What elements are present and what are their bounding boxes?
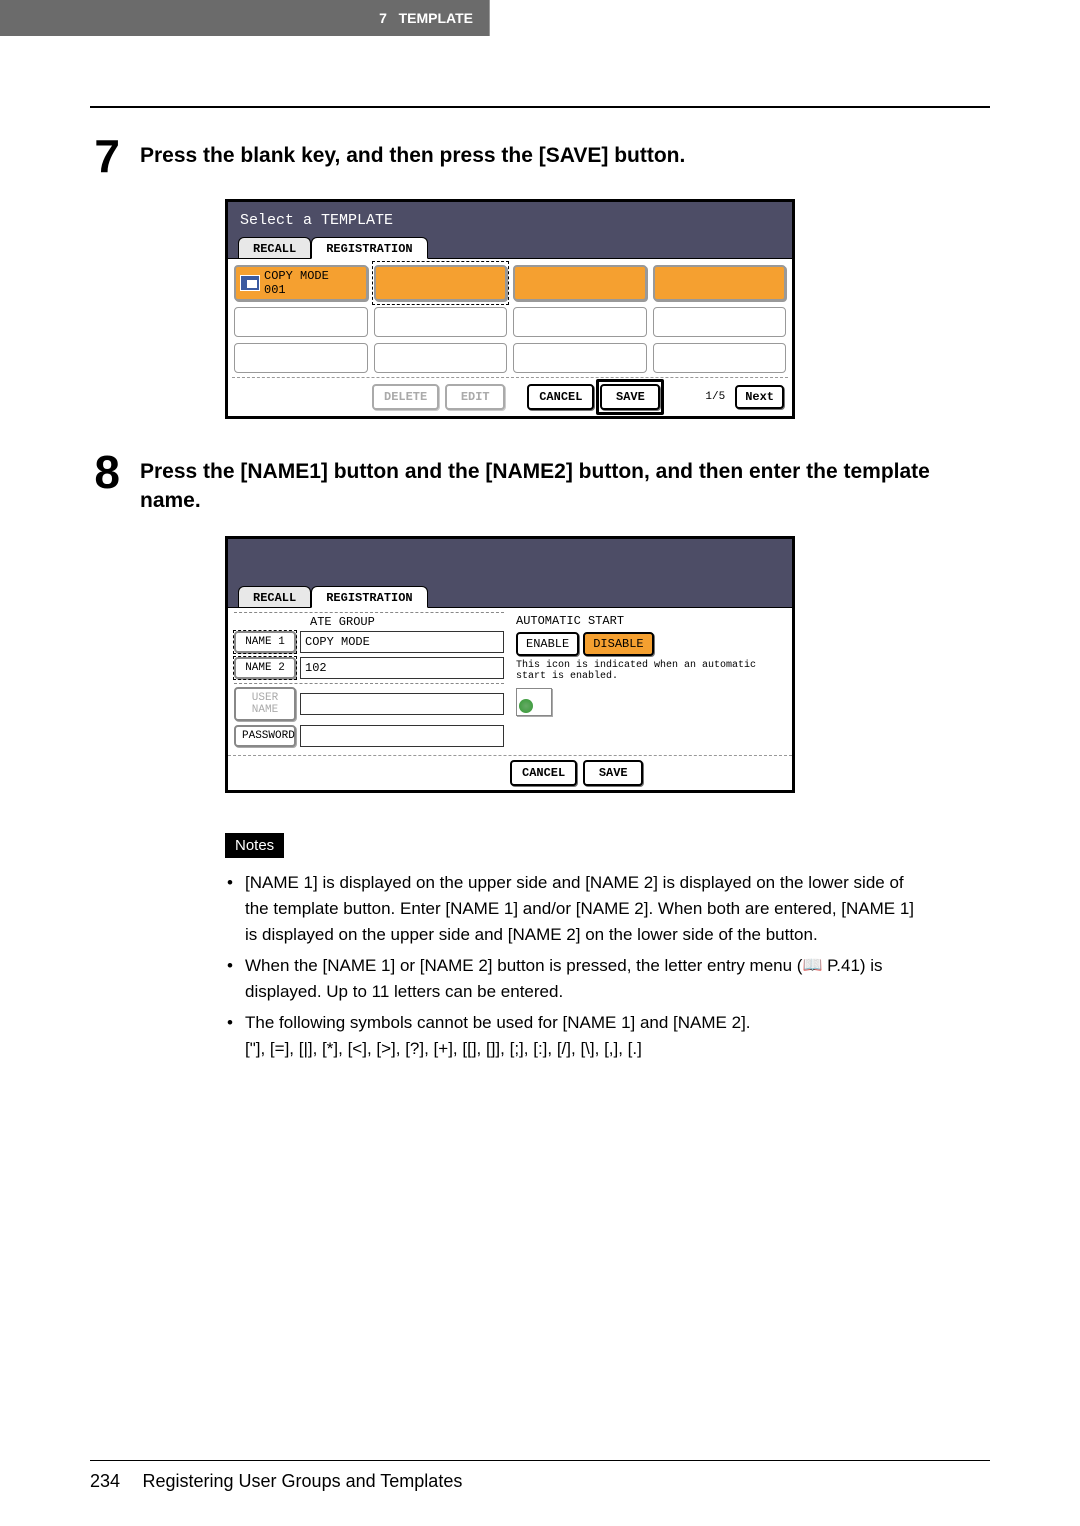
template-slot-empty[interactable] bbox=[513, 307, 647, 337]
screenshot-title-blank bbox=[228, 539, 792, 586]
footer-title: Registering User Groups and Templates bbox=[143, 1471, 463, 1491]
step-instruction: Press the [NAME1] button and the [NAME2]… bbox=[140, 449, 990, 516]
screenshot-name-entry: RECALL REGISTRATION ATE GROUP NAME 1 COP… bbox=[225, 536, 795, 793]
cancel-button[interactable]: CANCEL bbox=[510, 760, 577, 786]
step-number: 8 bbox=[90, 449, 120, 495]
name2-button[interactable]: NAME 2 bbox=[234, 657, 296, 679]
save-button[interactable]: SAVE bbox=[583, 760, 643, 786]
right-panel: AUTOMATIC START ENABLE DISABLE This icon… bbox=[510, 608, 792, 755]
edit-button[interactable]: EDIT bbox=[445, 384, 505, 410]
page-number: 234 bbox=[90, 1471, 120, 1491]
screenshot-body: COPY MODE 001 DELETE EDIT bbox=[228, 258, 792, 416]
template-slot-empty[interactable] bbox=[513, 343, 647, 373]
screenshot-title: Select a TEMPLATE bbox=[228, 202, 792, 237]
left-panel: ATE GROUP NAME 1 COPY MODE NAME 2 102 US… bbox=[228, 608, 510, 755]
step-instruction: Press the blank key, and then press the … bbox=[140, 133, 685, 170]
tab-registration[interactable]: REGISTRATION bbox=[311, 586, 427, 608]
footer: 234 Registering User Groups and Template… bbox=[90, 1460, 990, 1492]
username-field[interactable] bbox=[300, 693, 504, 715]
template-slot-empty[interactable] bbox=[234, 343, 368, 373]
note-item: When the [NAME 1] or [NAME 2] button is … bbox=[225, 953, 925, 1006]
name1-button[interactable]: NAME 1 bbox=[234, 631, 296, 653]
step-8: 8 Press the [NAME1] button and the [NAME… bbox=[90, 449, 990, 516]
chapter-num: 7 bbox=[379, 10, 387, 26]
template-slot[interactable] bbox=[513, 265, 647, 301]
note-item: [NAME 1] is displayed on the upper side … bbox=[225, 870, 925, 949]
notes-label: Notes bbox=[225, 833, 284, 858]
chapter-title: TEMPLATE bbox=[399, 10, 473, 26]
enable-button[interactable]: ENABLE bbox=[516, 632, 579, 656]
template-slot-empty[interactable] bbox=[374, 307, 508, 337]
screenshot-body: ATE GROUP NAME 1 COPY MODE NAME 2 102 US… bbox=[228, 607, 792, 755]
tab-row: RECALL REGISTRATION bbox=[228, 586, 792, 607]
step-number: 7 bbox=[90, 133, 120, 179]
footer-divider bbox=[90, 1460, 990, 1461]
screenshot-select-template: Select a TEMPLATE RECALL REGISTRATION CO… bbox=[225, 199, 795, 419]
password-field[interactable] bbox=[300, 725, 504, 747]
book-icon: 📖 bbox=[802, 954, 822, 979]
slot-label: COPY MODE 001 bbox=[264, 269, 329, 297]
notes-block: Notes [NAME 1] is displayed on the upper… bbox=[225, 833, 925, 1062]
tab-recall[interactable]: RECALL bbox=[238, 586, 311, 607]
disable-button[interactable]: DISABLE bbox=[583, 632, 653, 656]
auto-start-icon bbox=[516, 688, 552, 716]
username-button[interactable]: USER NAME bbox=[234, 687, 296, 721]
page-indicator: 1/5 bbox=[701, 391, 729, 403]
header-tab: 7 TEMPLATE bbox=[0, 0, 490, 36]
save-button[interactable]: SAVE bbox=[600, 384, 660, 410]
note-item: The following symbols cannot be used for… bbox=[225, 1010, 925, 1063]
template-slot-blank[interactable] bbox=[374, 265, 508, 301]
cancel-button[interactable]: CANCEL bbox=[527, 384, 594, 410]
name1-field[interactable]: COPY MODE bbox=[300, 631, 504, 653]
file-icon bbox=[240, 275, 260, 291]
step-7: 7 Press the blank key, and then press th… bbox=[90, 133, 990, 179]
template-slot-empty[interactable] bbox=[374, 343, 508, 373]
name2-field[interactable]: 102 bbox=[300, 657, 504, 679]
button-row: CANCEL SAVE bbox=[510, 756, 792, 790]
template-slot-1[interactable]: COPY MODE 001 bbox=[234, 265, 368, 301]
auto-start-label: AUTOMATIC START bbox=[516, 614, 786, 628]
divider bbox=[90, 106, 990, 108]
button-row: DELETE EDIT CANCEL SAVE 1/5 Next bbox=[232, 377, 788, 412]
template-slot[interactable] bbox=[653, 265, 787, 301]
tab-registration[interactable]: REGISTRATION bbox=[311, 237, 427, 259]
template-slot-empty[interactable] bbox=[234, 307, 368, 337]
notes-list: [NAME 1] is displayed on the upper side … bbox=[225, 870, 925, 1062]
template-slot-empty[interactable] bbox=[653, 343, 787, 373]
tab-recall[interactable]: RECALL bbox=[238, 237, 311, 258]
next-button[interactable]: Next bbox=[735, 385, 784, 409]
delete-button[interactable]: DELETE bbox=[372, 384, 439, 410]
template-slot-empty[interactable] bbox=[653, 307, 787, 337]
tab-row: RECALL REGISTRATION bbox=[228, 237, 792, 258]
cutoff-label: ATE GROUP bbox=[310, 615, 504, 629]
auto-start-note: This icon is indicated when an automatic… bbox=[516, 660, 786, 682]
indicator-icon bbox=[519, 699, 533, 713]
password-button[interactable]: PASSWORD bbox=[234, 725, 296, 747]
template-grid: COPY MODE 001 bbox=[232, 263, 788, 375]
